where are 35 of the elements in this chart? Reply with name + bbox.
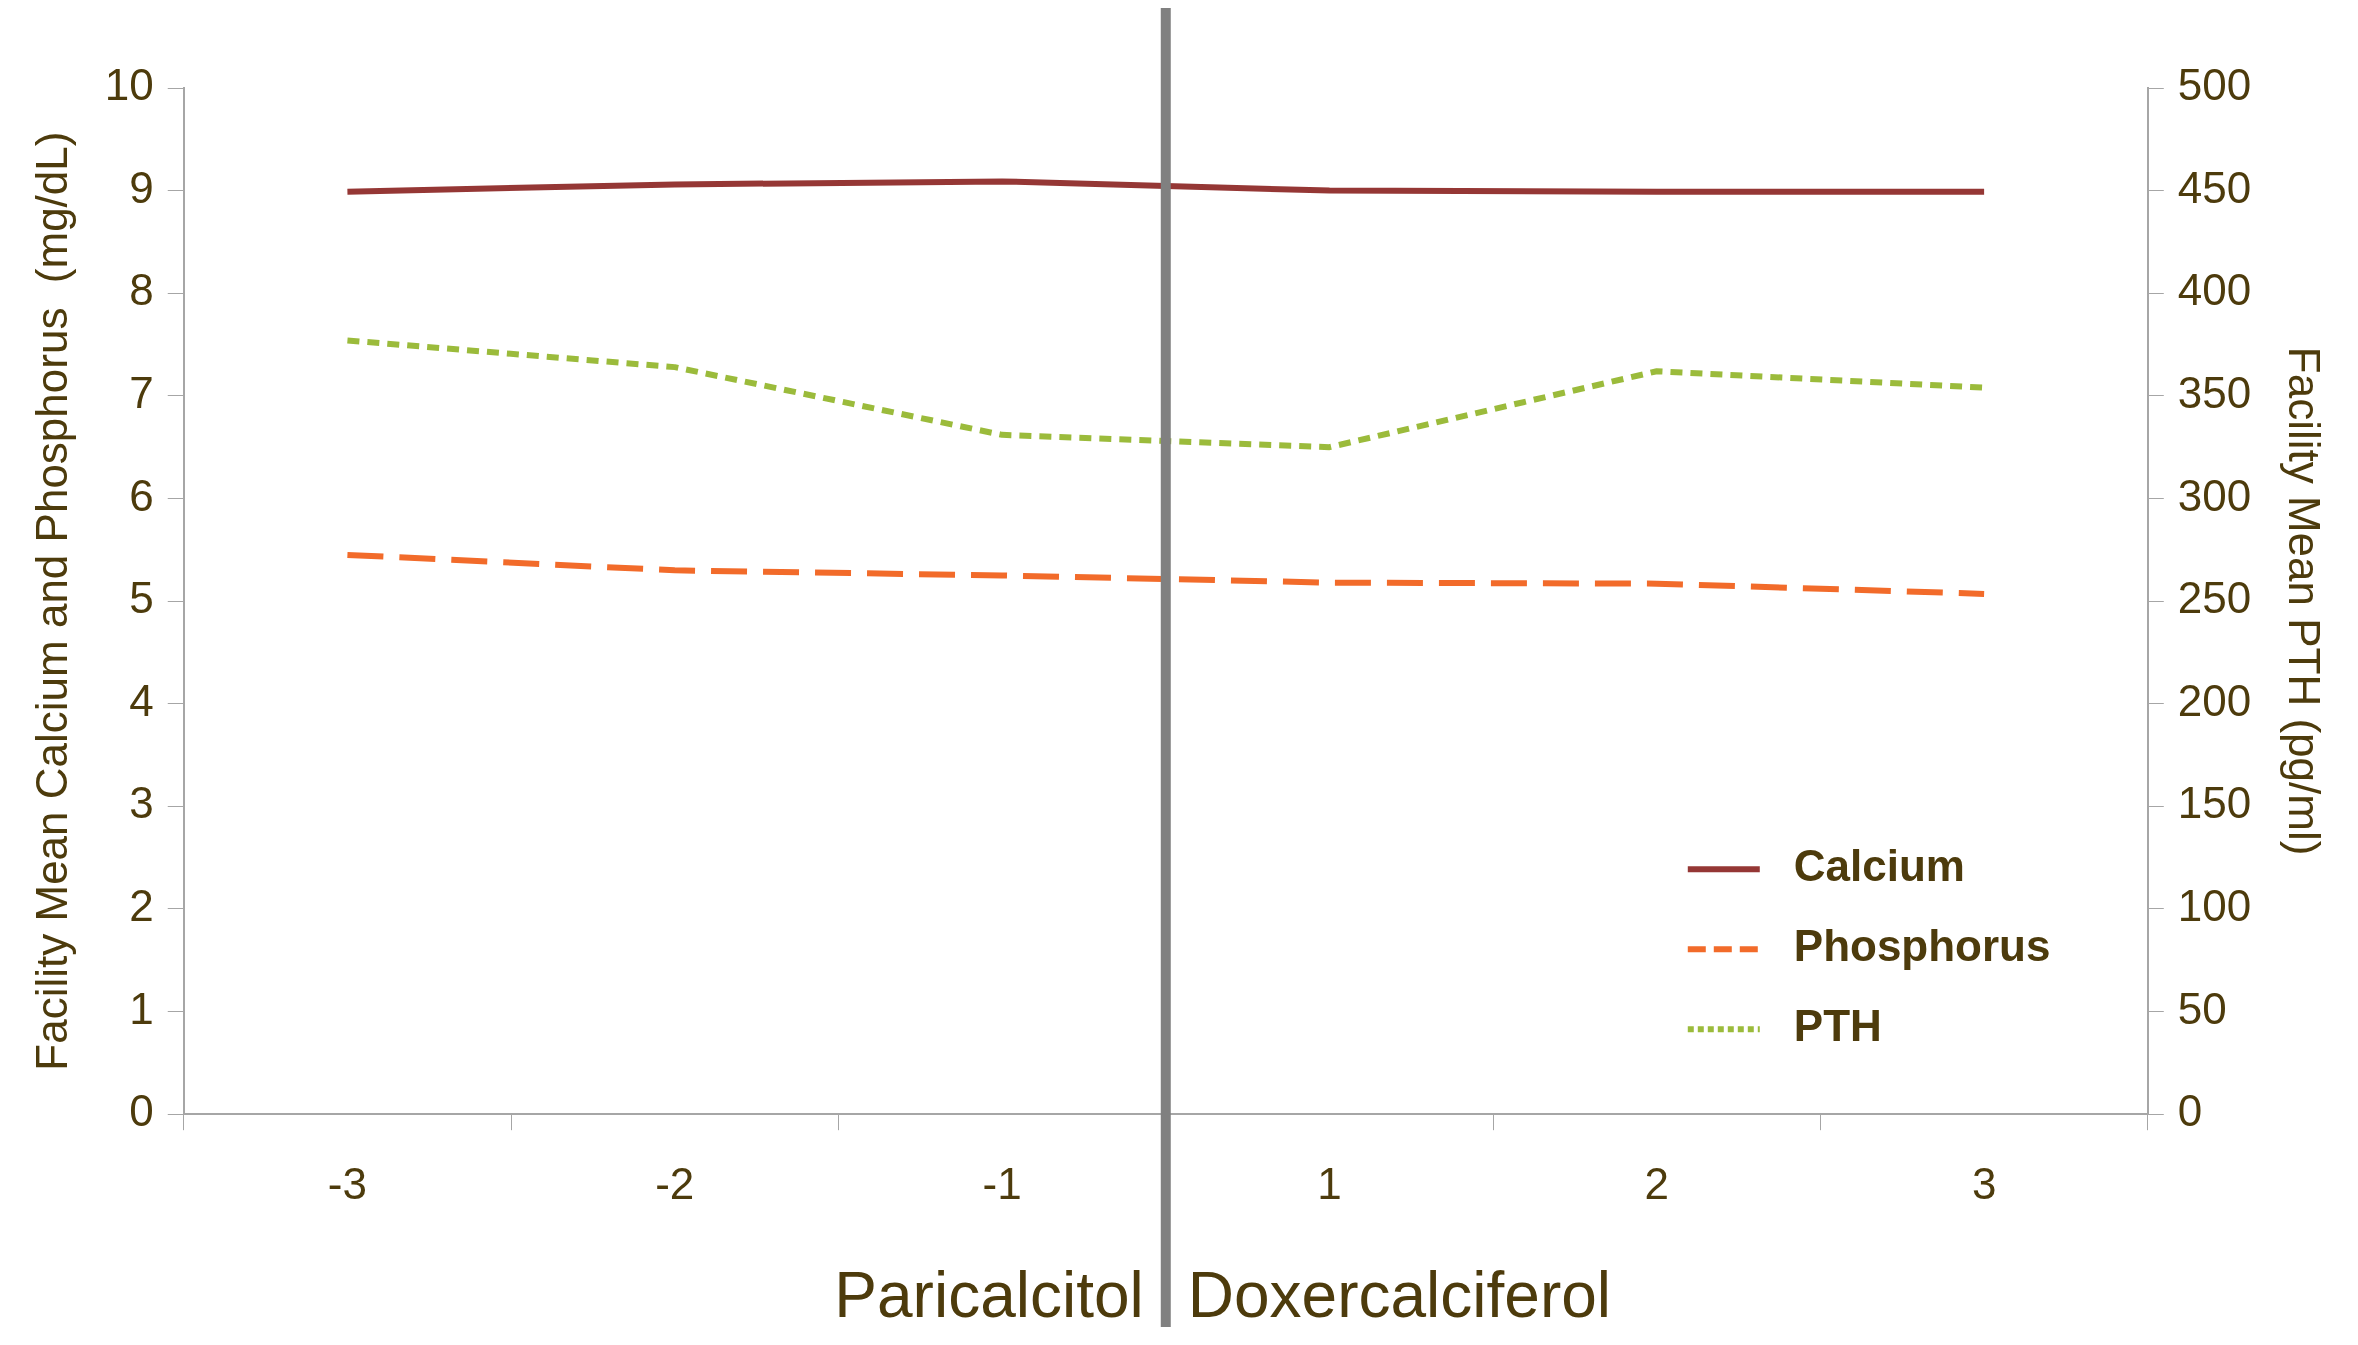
y2-tick-label: 400 xyxy=(2177,265,2252,315)
y-tick-label: 3 xyxy=(129,778,154,828)
y2-tick-label: 50 xyxy=(2177,983,2227,1033)
x-tick-label: -3 xyxy=(327,1158,367,1208)
y2-axis-title: Facility Mean PTH (pg/ml) xyxy=(2280,346,2330,856)
y-tick-label: 0 xyxy=(129,1086,154,1136)
y-tick-label: 7 xyxy=(129,368,154,417)
x-tick-label: -2 xyxy=(655,1158,695,1208)
y2-tick-label: 300 xyxy=(2177,470,2252,520)
y-tick-label: 10 xyxy=(104,60,154,110)
legend-label: PTH xyxy=(1793,1001,1882,1051)
y2-tick-label: 500 xyxy=(2177,60,2252,110)
y2-tick-label: 0 xyxy=(2177,1086,2203,1136)
y-tick-label: 9 xyxy=(129,162,154,212)
y-tick-label: 6 xyxy=(129,470,154,520)
y-tick-label: 4 xyxy=(129,675,154,725)
y2-tick-label: 200 xyxy=(2177,675,2252,725)
x-tick-label: 2 xyxy=(1644,1158,1670,1208)
y-tick-label: 2 xyxy=(129,881,154,931)
y2-tick-label: 250 xyxy=(2177,573,2252,623)
x-tick-label: 1 xyxy=(1317,1158,1342,1208)
y2-tick-label: 100 xyxy=(2177,881,2252,931)
y-tick-label: 1 xyxy=(129,983,154,1033)
legend-label: Phosphorus xyxy=(1793,921,2051,971)
x-tick-label: -1 xyxy=(982,1158,1022,1208)
text: Doxercalciferol xyxy=(1187,1258,1612,1331)
y2-tick-label: 150 xyxy=(2177,778,2252,828)
legend-label: Calcium xyxy=(1793,841,1965,891)
x-tick-label: 3 xyxy=(1971,1158,1997,1208)
text: Paricalcitol xyxy=(834,1258,1144,1331)
y-tick-label: 8 xyxy=(129,265,154,315)
y2-tick-label: 350 xyxy=(2177,368,2252,417)
y-axis-title: Facility Mean Calcium and Phosphorus (mg/dL) xyxy=(26,131,76,1071)
y-tick-label: 5 xyxy=(129,573,154,623)
y2-tick-label: 450 xyxy=(2177,162,2252,212)
